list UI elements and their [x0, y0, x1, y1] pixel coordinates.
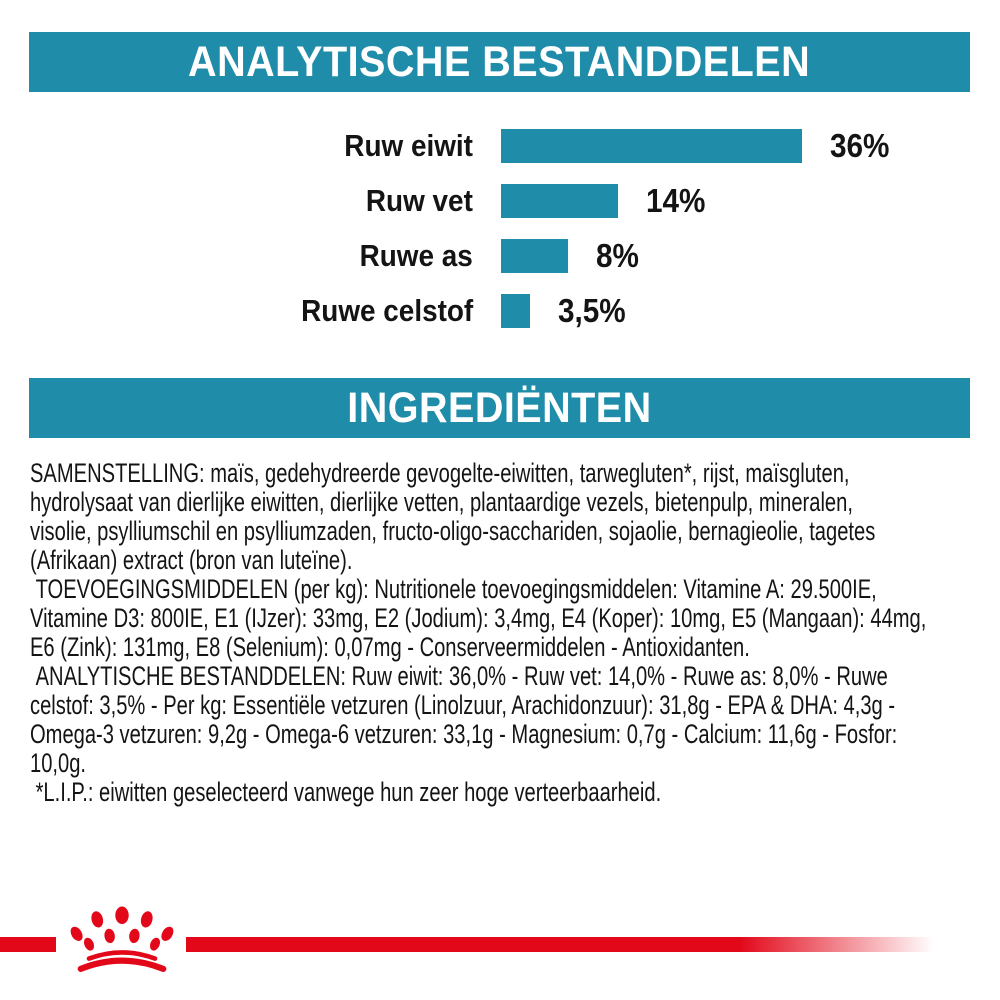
analytical-section-header: ANALYTISCHE BESTANDDELEN [29, 32, 970, 92]
chart-bar [501, 183, 619, 218]
ingredients-text: SAMENSTELLING: maïs, gedehydreerde gevog… [30, 458, 927, 807]
red-stripe-fading-segment [186, 937, 934, 952]
chart-row-ruw-eiwit: Ruw eiwit 36% [0, 118, 1000, 173]
ingredients-section-header: INGREDIËNTEN [29, 378, 970, 438]
chart-row-ruwe-as: Ruwe as 8% [0, 228, 1000, 283]
chart-value-label: 3,5% [558, 291, 626, 329]
nutrient-bar-chart: Ruw eiwit 36% Ruw vet 14% Ruwe as 8% Ruw… [0, 118, 1000, 338]
chart-category-label: Ruwe celstof [300, 292, 473, 328]
chart-value-label: 14% [646, 181, 706, 219]
analytical-section-title: ANALYTISCHE BESTANDDELEN [188, 37, 811, 86]
chart-value-label: 36% [829, 126, 890, 164]
chart-row-ruwe-celstof: Ruwe celstof 3,5% [0, 283, 1000, 338]
chart-category-label: Ruw eiwit [344, 127, 473, 163]
crown-base-arcs [77, 950, 167, 972]
chart-category-label: Ruwe as [359, 237, 473, 273]
chart-bar [501, 128, 802, 163]
ingredients-section-title: INGREDIËNTEN [347, 383, 652, 432]
chart-bar [501, 238, 568, 273]
red-stripe-left-segment [0, 937, 56, 952]
royal-canin-crown-icon [70, 906, 174, 972]
chart-category-label: Ruw vet [366, 182, 473, 218]
chart-row-ruw-vet: Ruw vet 14% [0, 173, 1000, 228]
crown-jewels [70, 906, 174, 951]
chart-value-label: 8% [595, 236, 639, 274]
chart-bar [501, 293, 531, 328]
